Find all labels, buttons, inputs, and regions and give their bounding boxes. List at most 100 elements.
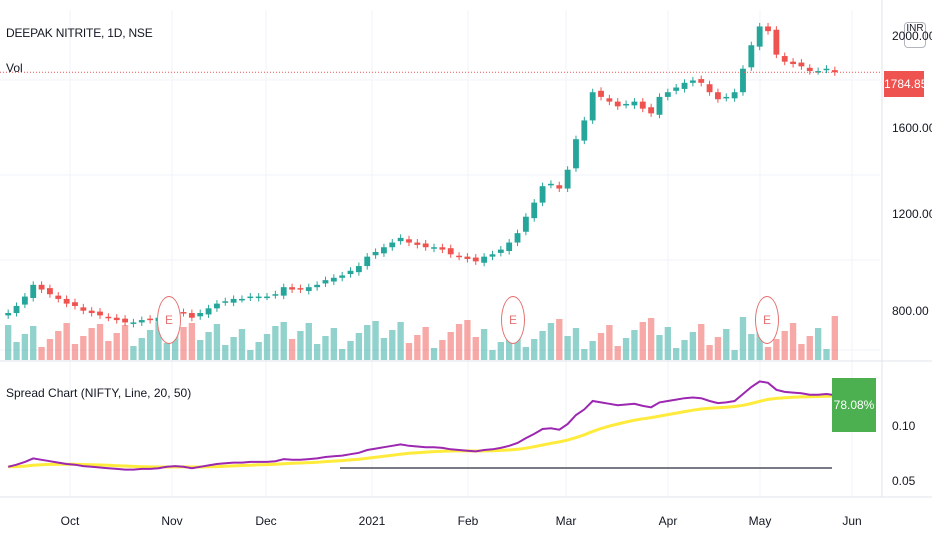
volume-bar (130, 346, 137, 360)
volume-bar (322, 336, 329, 360)
volume-bar (614, 346, 621, 360)
volume-bar (163, 343, 170, 360)
candle-body (639, 101, 646, 109)
candle-body (105, 316, 112, 319)
candle-body (30, 284, 37, 298)
indicator-scale-label-005: 0.05 (892, 474, 916, 488)
volume-bar (5, 325, 12, 360)
volume-bar (30, 326, 37, 360)
candle-body (38, 284, 45, 290)
volume-bar (806, 336, 813, 360)
volume-bar (789, 323, 797, 360)
volume-bar (439, 340, 446, 360)
candle-body (606, 98, 613, 102)
candle-body (122, 318, 128, 323)
volume-bar (347, 341, 354, 360)
volume-bar (313, 344, 321, 360)
earnings-event-marker[interactable]: E (755, 296, 779, 344)
candle-body (656, 96, 663, 115)
earnings-event-marker[interactable]: E (501, 296, 525, 344)
candle-body (113, 317, 120, 321)
volume-bar (764, 347, 772, 360)
candle-body (715, 92, 721, 100)
indicator-value-tag: 78.08% (832, 378, 876, 432)
volume-bar (247, 350, 254, 360)
candle-body (781, 56, 788, 62)
candle-body (823, 68, 830, 71)
price-label-2000: 2000.00 (892, 29, 932, 43)
volume-bar (146, 330, 154, 360)
candle-body (389, 242, 396, 248)
volume-bar (464, 320, 471, 360)
candle-body (188, 313, 195, 318)
candle-body (539, 186, 546, 203)
candle-body (280, 287, 287, 296)
candle-body (614, 101, 621, 107)
volume-bar (698, 324, 705, 360)
candle-body (431, 247, 437, 249)
candle-body (522, 216, 529, 232)
candle-body (439, 247, 446, 250)
volume-bar (339, 349, 346, 360)
candle-body (147, 318, 154, 321)
volume-bar (748, 334, 755, 360)
candle-body (63, 298, 70, 304)
indicator-scale-label-010: 0.10 (892, 419, 916, 433)
candle-body (322, 280, 329, 284)
volume-bar (113, 333, 120, 360)
volume-bar (547, 323, 555, 360)
earnings-event-marker[interactable]: E (157, 296, 181, 344)
volume-bar (222, 345, 229, 360)
volume-bar (447, 332, 454, 360)
candle-body (239, 298, 245, 301)
candle-body (806, 67, 813, 72)
volume-bar (664, 327, 671, 360)
candle-body (723, 96, 730, 99)
candle-body (472, 257, 479, 262)
candle-body (272, 294, 279, 296)
candle-body (506, 242, 513, 252)
time-label-dec: Dec (255, 514, 277, 528)
volume-bar (823, 349, 830, 360)
candle-body (564, 169, 571, 189)
volume-bar (372, 321, 379, 360)
candle-body (314, 284, 321, 288)
volume-bar (531, 339, 538, 360)
symbol-title[interactable]: DEEPAK NITRITE, 1D, NSE (6, 26, 153, 40)
candle-body (255, 296, 262, 299)
volume-bar (55, 331, 62, 360)
volume-bar (556, 319, 563, 360)
candle-body (589, 92, 596, 121)
candle-body (740, 68, 746, 93)
candle-body (397, 237, 404, 242)
volume-bar (46, 339, 54, 360)
volume-bar (631, 330, 638, 360)
volume-label[interactable]: Vol (6, 61, 23, 75)
candle-body (422, 243, 429, 248)
candle-body (497, 249, 504, 253)
candle-body (456, 255, 462, 258)
candle-body (664, 92, 671, 97)
candle-body (214, 303, 220, 309)
candle-body (648, 107, 655, 114)
price-label-1200: 1200.00 (892, 207, 932, 221)
sma-line (8, 394, 835, 469)
time-label-may: May (748, 514, 772, 528)
volume-bar (263, 334, 271, 360)
candle-body (355, 266, 362, 273)
volume-bar (138, 338, 145, 360)
candle-body (464, 256, 471, 259)
candle-body (222, 301, 229, 303)
candle-body (481, 256, 488, 263)
volume-bar (597, 333, 605, 360)
time-label-mar: Mar (555, 514, 577, 528)
candle-body (347, 270, 354, 275)
volume-bar (380, 338, 388, 360)
indicator-title[interactable]: Spread Chart (NIFTY, Line, 20, 50) (6, 386, 192, 400)
time-label-nov: Nov (161, 514, 183, 528)
candle-body (556, 185, 563, 189)
candle-body (180, 312, 187, 314)
currency-button[interactable]: INR (904, 22, 926, 48)
